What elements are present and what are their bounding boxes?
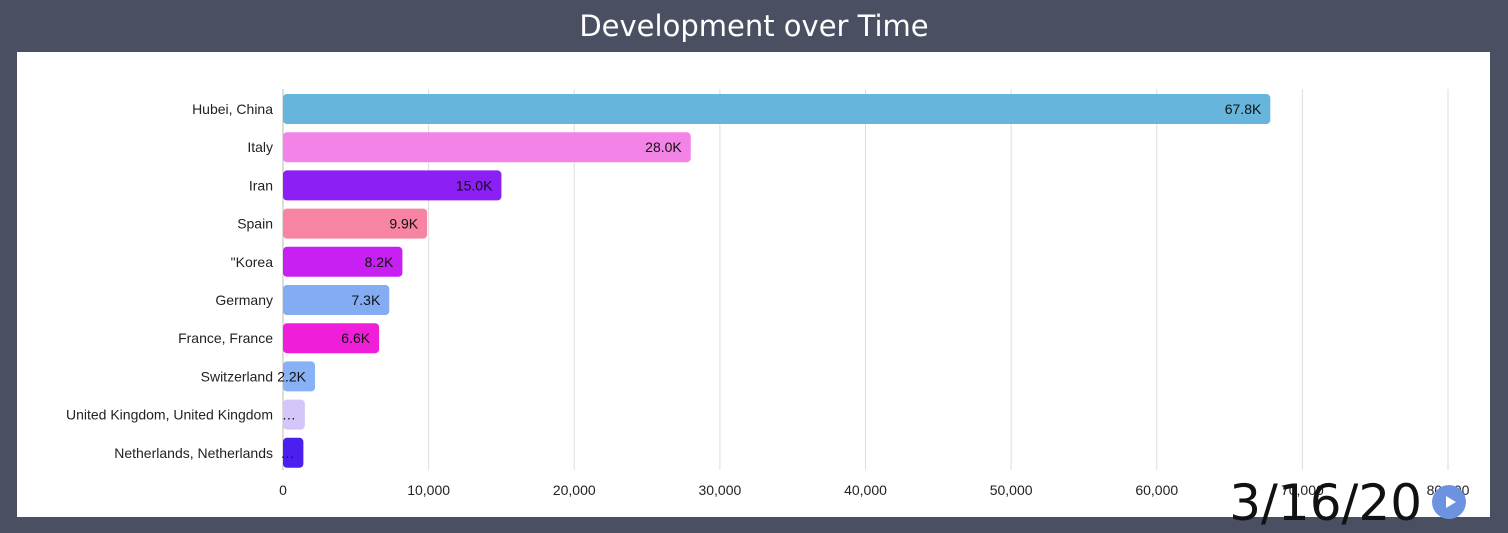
data-label: … bbox=[282, 407, 296, 423]
category-label: Hubei, China bbox=[192, 101, 273, 117]
bar bbox=[283, 94, 1271, 124]
category-label: Germany bbox=[215, 292, 273, 308]
category-label: Spain bbox=[237, 216, 273, 232]
data-label: 6.6K bbox=[341, 330, 370, 346]
chart-title: Development over Time bbox=[579, 9, 929, 43]
x-tick-label: 20,000 bbox=[553, 482, 596, 498]
play-button[interactable] bbox=[1432, 485, 1466, 519]
data-label: 2.2K bbox=[277, 368, 306, 384]
x-tick-label: 10,000 bbox=[407, 482, 450, 498]
bar bbox=[283, 399, 305, 430]
bar-chart: 0 10,000 20,000 30,000 40,000 50,000 60,000 70,… bbox=[66, 89, 1470, 498]
data-label: 28.0K bbox=[645, 139, 682, 155]
bar bbox=[283, 361, 316, 392]
category-label: Switzerland bbox=[201, 368, 273, 384]
bar bbox=[283, 285, 390, 315]
bar bbox=[283, 246, 403, 277]
data-label: 15.0K bbox=[456, 177, 493, 193]
data-label: 8.2K bbox=[365, 254, 394, 270]
bar bbox=[283, 208, 428, 239]
bar bbox=[283, 323, 380, 354]
category-label: "Korea bbox=[231, 254, 274, 270]
bar bbox=[283, 132, 691, 163]
category-label: Netherlands, Netherlands bbox=[114, 445, 273, 461]
category-label: United Kingdom, United Kingdom bbox=[66, 407, 273, 423]
x-tick-label: 30,000 bbox=[698, 482, 741, 498]
x-tick-label: 0 bbox=[279, 482, 287, 498]
data-label: 9.9K bbox=[389, 216, 418, 232]
x-tick-label: 50,000 bbox=[990, 482, 1033, 498]
data-label: … bbox=[280, 445, 294, 461]
chart-panel: 0 10,000 20,000 30,000 40,000 50,000 60,000 70,… bbox=[17, 52, 1490, 532]
bar bbox=[283, 437, 304, 468]
category-label: Italy bbox=[247, 139, 273, 155]
x-tick-label: 60,000 bbox=[1135, 482, 1178, 498]
category-label: France, France bbox=[178, 330, 273, 346]
data-label: 7.3K bbox=[351, 292, 380, 308]
category-label: Iran bbox=[249, 177, 273, 193]
x-tick-label: 70,000 bbox=[1281, 482, 1324, 498]
data-label: 67.8K bbox=[1225, 101, 1262, 117]
bar bbox=[283, 170, 502, 201]
play-icon bbox=[1445, 496, 1456, 508]
x-tick-label: 40,000 bbox=[844, 482, 887, 498]
date-label: 3/16/20 bbox=[1229, 474, 1422, 532]
